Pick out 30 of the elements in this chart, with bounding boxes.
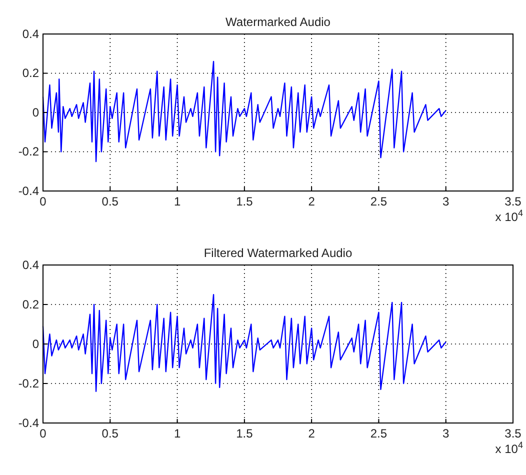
text: x 10$^{4}$ [495,440,523,456]
text: x 10$^{4}$ [495,208,523,224]
line-series [42,294,446,392]
y-tick-label: 0.2 [22,66,40,80]
x-tick-label: 1.5 [236,426,254,441]
x-tick-label: 0.5 [102,194,119,209]
x-tick-label: 2.5 [370,426,388,441]
y-tick-label: 0.2 [22,297,40,312]
x-tick-label: 1 [174,194,181,209]
y-tick-label: 0 [32,336,40,351]
x-tick-label: 1 [174,426,181,441]
y-tick-label: -0.4 [18,184,40,198]
y-tick-label: 0.4 [22,26,40,41]
x-tick-label: 3.5 [504,194,522,209]
x-tick-label: 2 [308,194,316,209]
x-tick-label: 3 [442,194,450,209]
chart-title: Filtered Watermarked Audio [204,246,352,260]
x-tick-label: 3.5 [504,426,522,441]
y-tick-label: -0.2 [18,144,40,159]
y-tick-label: 0.4 [22,258,40,272]
y-tick-label: -0.4 [18,416,40,430]
x-tick-label: 3 [442,426,450,441]
x-tick-label: 2 [308,426,316,441]
y-tick-label: 0 [32,105,40,120]
y-tick-label: -0.2 [18,376,40,390]
x-tick-label: 1.5 [236,194,254,209]
chart-title: Watermarked Audio [226,15,331,29]
line-series [42,60,446,162]
x-tick-label: 0.5 [102,426,119,441]
x-tick-label: 2.5 [370,194,388,209]
